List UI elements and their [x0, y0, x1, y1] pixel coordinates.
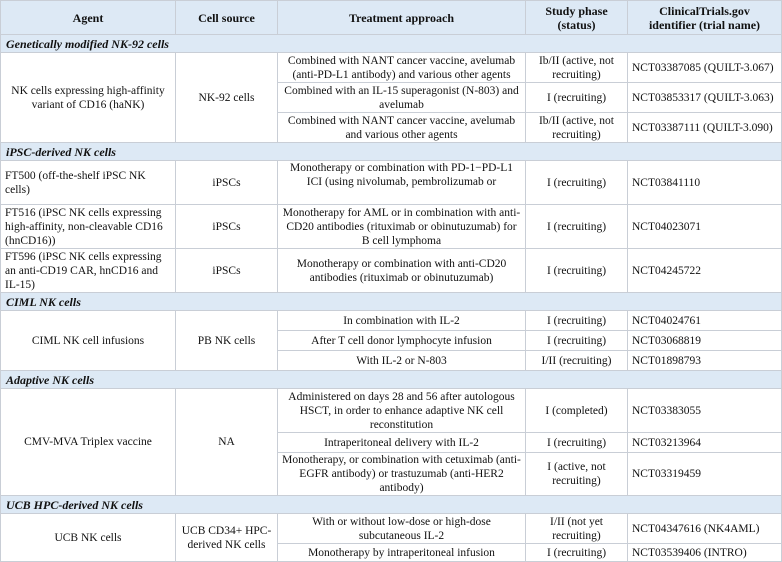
phase-cell: I (recruiting)	[525, 82, 628, 113]
treatment-cell: Monotherapy or combination with PD-1−PD-…	[277, 160, 526, 205]
section-heading-row: iPSC-derived NK cells	[0, 142, 782, 161]
trial-id-cell: NCT03539406 (INTRO)	[627, 543, 782, 562]
trial-id-cell: NCT04245722	[627, 248, 782, 293]
table-row: Combined with NANT cancer vaccine, avelu…	[1, 112, 782, 143]
table-row: FT500 (off-the-shelf iPSC NK cells) iPSC…	[0, 160, 782, 205]
agent-cell: CIML NK cell infusions	[0, 310, 176, 371]
header-agent: Agent	[0, 0, 176, 35]
treatment-cell: Combined with NANT cancer vaccine, avelu…	[277, 52, 526, 83]
phase-cell: I (active, not recruiting)	[525, 452, 628, 496]
trial-id-cell: NCT04023071	[627, 204, 782, 249]
trial-id-cell: NCT04347616 (NK4AML)	[627, 513, 782, 544]
table-row: Monotherapy, or combination with cetuxim…	[1, 452, 782, 496]
trial-id-cell: NCT03068819	[627, 330, 782, 351]
table-row: After T cell donor lymphocyte infusion I…	[1, 330, 782, 351]
phase-cell: I (recruiting)	[525, 248, 628, 293]
treatment-cell: Monotherapy for AML or in combination wi…	[277, 204, 526, 249]
section-title: iPSC-derived NK cells	[0, 142, 782, 161]
table-row: FT596 (iPSC NK cells expressing an anti-…	[0, 248, 782, 293]
section-heading-row: UCB HPC-derived NK cells	[0, 495, 782, 514]
phase-cell: I (recruiting)	[525, 432, 628, 453]
trial-id-cell: NCT03319459	[627, 452, 782, 496]
cell-source-cell: iPSCs	[175, 248, 278, 293]
section-title: Adaptive NK cells	[0, 370, 782, 389]
section-heading-row: Genetically modified NK-92 cells	[0, 34, 782, 53]
treatment-cell: Administered on days 28 and 56 after aut…	[277, 388, 526, 433]
agent-cell: UCB NK cells	[0, 513, 176, 562]
trial-id-cell: NCT03387111 (QUILT-3.090)	[627, 112, 782, 143]
trial-id-cell: NCT04024761	[627, 310, 782, 331]
table-row: CMV-MVA Triplex vaccine NA Administered …	[0, 388, 782, 496]
section-title: UCB HPC-derived NK cells	[0, 495, 782, 514]
header-id-line2: identifier (trial name)	[648, 17, 761, 32]
trial-id-cell: NCT03853317 (QUILT-3.063)	[627, 82, 782, 113]
treatment-cell: Monotherapy, or combination with cetuxim…	[277, 452, 526, 496]
treatment-cell: With IL-2 or N-803	[277, 350, 526, 371]
cell-source-cell: iPSCs	[175, 160, 278, 205]
table-row: Combined with an IL-15 superagonist (N-8…	[1, 82, 782, 113]
treatment-cell: Intraperitoneal delivery with IL-2	[277, 432, 526, 453]
header-identifier: ClinicalTrials.gov identifier (trial name…	[627, 0, 782, 35]
header-id-line1: ClinicalTrials.gov	[659, 3, 750, 18]
table-row: UCB NK cells UCB CD34+ HPC-derived NK ce…	[0, 513, 782, 562]
treatment-cell: Monotherapy or combination with anti-CD2…	[277, 248, 526, 293]
header-phase-line1: Study phase	[545, 3, 608, 18]
trial-id-cell: NCT03841110	[627, 160, 782, 205]
treatment-cell: With or without low-dose or high-dose su…	[277, 513, 526, 544]
treatment-cell: Combined with an IL-15 superagonist (N-8…	[277, 82, 526, 113]
phase-cell: I (recruiting)	[525, 330, 628, 351]
phase-cell: I/II (not yet recruiting)	[525, 513, 628, 544]
header-study-phase: Study phase (status)	[525, 0, 628, 35]
trial-id-cell: NCT03213964	[627, 432, 782, 453]
table-row: NK cells expressing high-affinity varian…	[0, 52, 782, 143]
section-heading-row: CIML NK cells	[0, 292, 782, 311]
treatment-cell: In combination with IL-2	[277, 310, 526, 331]
phase-cell: Ib/II (active, not recruiting)	[525, 52, 628, 83]
cell-source-cell: NK-92 cells	[175, 52, 278, 143]
trial-id-cell: NCT03387085 (QUILT-3.067)	[627, 52, 782, 83]
phase-cell: I (recruiting)	[525, 310, 628, 331]
cell-source-cell: UCB CD34+ HPC-derived NK cells	[175, 513, 278, 562]
trial-id-cell: NCT01898793	[627, 350, 782, 371]
phase-cell: I (recruiting)	[525, 543, 628, 562]
table-row: With IL-2 or N-803 I/II (recruiting) NCT…	[1, 350, 782, 371]
table-row: FT516 (iPSC NK cells expressing high-aff…	[0, 204, 782, 249]
cell-source-cell: iPSCs	[175, 204, 278, 249]
header-cell-source: Cell source	[175, 0, 278, 35]
section-title: Genetically modified NK-92 cells	[0, 34, 782, 53]
trial-id-cell: NCT03383055	[627, 388, 782, 433]
phase-cell: I (recruiting)	[525, 160, 628, 205]
agent-cell: CMV-MVA Triplex vaccine	[0, 388, 176, 496]
header-phase-line2: (status)	[557, 17, 596, 32]
treatment-cell: Monotherapy by intraperitoneal infusion	[277, 543, 526, 562]
agent-cell: FT516 (iPSC NK cells expressing high-aff…	[0, 204, 176, 249]
phase-cell: I (completed)	[525, 388, 628, 433]
treatment-cell: After T cell donor lymphocyte infusion	[277, 330, 526, 351]
section-title: CIML NK cells	[0, 292, 782, 311]
header-treatment: Treatment approach	[277, 0, 526, 35]
section-heading-row: Adaptive NK cells	[0, 370, 782, 389]
agent-cell: FT596 (iPSC NK cells expressing an anti-…	[0, 248, 176, 293]
header-row: Agent Cell source Treatment approach Stu…	[0, 0, 782, 35]
treatment-cell: Combined with NANT cancer vaccine, avelu…	[277, 112, 526, 143]
phase-cell: I (recruiting)	[525, 204, 628, 249]
table-row: CIML NK cell infusions PB NK cells In co…	[0, 310, 782, 371]
agent-cell: NK cells expressing high-affinity varian…	[0, 52, 176, 143]
agent-cell: FT500 (off-the-shelf iPSC NK cells)	[0, 160, 176, 205]
phase-cell: I/II (recruiting)	[525, 350, 628, 371]
cell-source-cell: PB NK cells	[175, 310, 278, 371]
cell-source-cell: NA	[175, 388, 278, 496]
phase-cell: Ib/II (active, not recruiting)	[525, 112, 628, 143]
